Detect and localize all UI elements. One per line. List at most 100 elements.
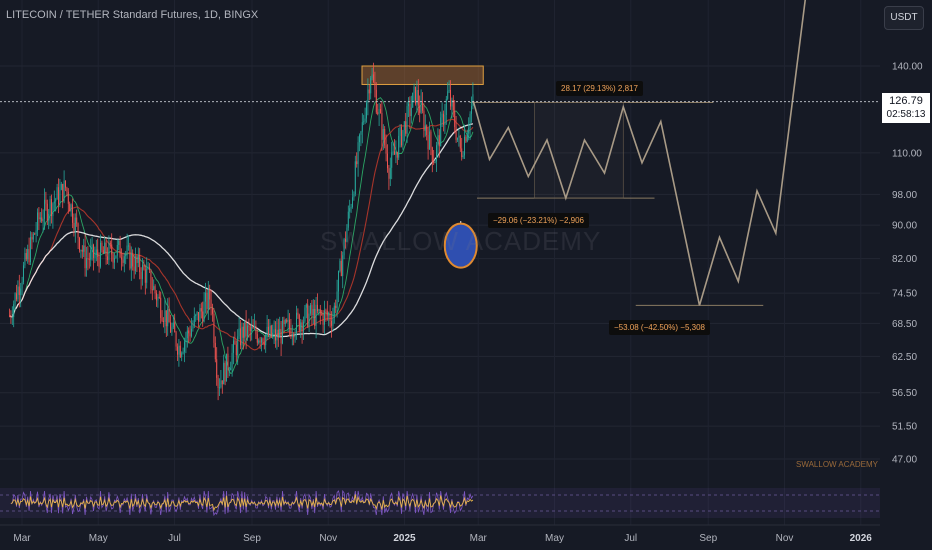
candle-body [41, 217, 43, 222]
candle-body [287, 319, 289, 322]
candle-body [112, 254, 114, 263]
candle-body [182, 351, 184, 354]
candle-body [300, 322, 302, 331]
candle-body [318, 309, 320, 312]
candle-body [332, 318, 334, 326]
y-tick-label: 82.00 [892, 254, 917, 265]
candle-body [30, 237, 31, 263]
candle-body [98, 256, 100, 267]
candle-body [363, 121, 365, 123]
candle-body [424, 125, 426, 131]
candle-body [343, 239, 345, 256]
candle-body [188, 330, 190, 334]
candle-body [147, 267, 149, 269]
candle-body [226, 353, 227, 382]
candle-body [129, 245, 131, 269]
candle-body [329, 313, 331, 321]
candle-body [18, 286, 20, 295]
candle-body [193, 316, 195, 326]
candle-body [280, 328, 282, 344]
candle-body [440, 117, 442, 147]
candle-body [11, 317, 13, 319]
candle-body [72, 204, 73, 223]
candle-body [457, 137, 458, 140]
candle-body [210, 299, 212, 309]
candle-body [412, 92, 414, 108]
candle-body [384, 128, 386, 146]
candle-body [146, 268, 148, 283]
candle-body [101, 242, 103, 251]
currency-button[interactable]: USDT [884, 6, 924, 30]
x-tick-label: Jul [624, 533, 637, 544]
candle-body [423, 110, 425, 131]
candle-body [294, 333, 296, 338]
candle-body [195, 315, 197, 317]
candle-body [248, 325, 250, 328]
candle-body [203, 301, 205, 322]
x-tick-label: Nov [776, 533, 794, 544]
candle-body [468, 127, 470, 134]
candle-body [268, 326, 269, 336]
candle-body [308, 313, 310, 327]
candle-body [391, 152, 393, 168]
x-tick-label: Mar [13, 533, 31, 544]
chart-title: LITECOIN / TETHER Standard Futures, 1D, … [6, 9, 259, 21]
y-tick-label: 68.50 [892, 319, 917, 330]
candle-body [10, 315, 12, 318]
candle-body [354, 161, 356, 195]
candle-body [394, 151, 395, 155]
candle-body [177, 346, 178, 355]
candle-body [284, 319, 286, 325]
candle-body [161, 317, 163, 321]
candle-body [298, 315, 300, 331]
candle-body [409, 103, 411, 117]
candle-body [205, 292, 206, 302]
candle-body [67, 191, 69, 204]
candle-body [126, 245, 128, 254]
candle-body [108, 242, 110, 261]
candle-body [37, 212, 38, 231]
candle-body [34, 233, 36, 235]
y-tick-label: 140.00 [892, 62, 923, 73]
candle-body [74, 217, 76, 231]
candle-body [263, 342, 265, 346]
candle-body [234, 340, 236, 345]
candle-body [230, 367, 232, 371]
candle-body [389, 167, 391, 179]
candle-body [49, 199, 51, 214]
candle-body [51, 199, 52, 217]
candle-body [321, 313, 323, 315]
candle-body [149, 267, 150, 270]
candle-body [464, 136, 465, 156]
candle-body [237, 336, 239, 356]
candle-body [111, 244, 113, 255]
candle-body [77, 223, 79, 238]
candle-body [139, 255, 141, 273]
candle-body [142, 264, 143, 279]
candle-body [160, 297, 162, 318]
candle-body [35, 230, 37, 235]
candle-body [381, 112, 383, 140]
candle-body [289, 319, 290, 329]
candle-body [438, 135, 440, 147]
candle-body [345, 239, 346, 242]
candle-body [181, 353, 183, 358]
x-tick-label: Sep [699, 533, 717, 544]
candle-body [233, 340, 234, 353]
candle-body [398, 135, 400, 158]
candle-body [458, 135, 460, 138]
candle-body [179, 345, 181, 358]
resistance-zone [361, 65, 484, 85]
projection-levels [460, 102, 764, 306]
candle-body [170, 322, 171, 333]
candle-body [265, 334, 267, 346]
candle-body [377, 112, 379, 114]
candle-body [262, 338, 264, 343]
x-tick-label: Nov [319, 533, 337, 544]
y-tick-label: 47.00 [892, 455, 917, 466]
candle-body [102, 250, 104, 254]
candle-body [196, 311, 198, 316]
candle-body [357, 142, 359, 165]
candle-body [28, 249, 30, 263]
